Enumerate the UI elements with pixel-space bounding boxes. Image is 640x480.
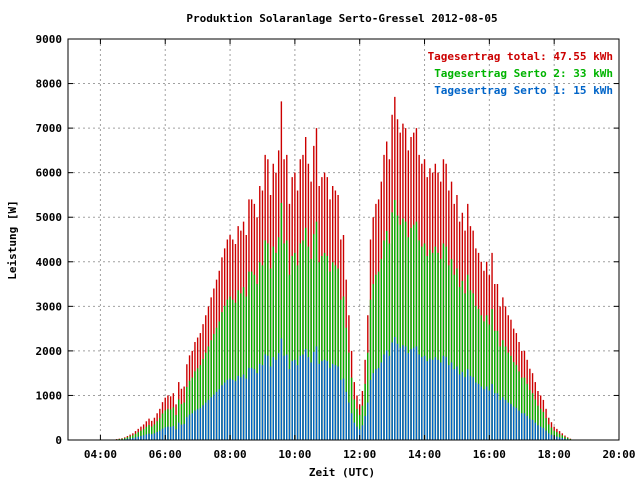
y-tick-label: 2000 [36, 345, 63, 358]
axis-ticks: 0 1000 2000 3000 4000 5000 6000 7000 8000 9000 04:… [36, 33, 636, 461]
x-tick-label: 04:00 [84, 448, 117, 461]
plot-frame [67, 38, 620, 441]
x-tick-label: 10:00 [278, 448, 311, 461]
y-tick-label: 9000 [36, 33, 63, 46]
bars-layer [115, 96, 574, 440]
y-tick-label: 7000 [36, 122, 63, 135]
x-tick-label: 14:00 [408, 448, 441, 461]
chart-title: Produktion Solaranlage Serto-Gressel 201… [186, 12, 497, 25]
legend: Tagesertrag total: 47.55 kWh Tagesertrag … [428, 50, 613, 97]
y-tick-label: 8000 [36, 78, 63, 91]
y-axis-label: Leistung [W] [6, 200, 19, 279]
y-tick-label: 6000 [36, 167, 63, 180]
x-tick-label: 12:00 [343, 448, 376, 461]
x-axis-label: Zeit (UTC) [309, 466, 375, 479]
x-tick-label: 06:00 [149, 448, 182, 461]
x-tick-label: 18:00 [538, 448, 571, 461]
x-tick-label: 08:00 [213, 448, 246, 461]
x-tick-label: 16:00 [473, 448, 506, 461]
y-tick-label: 3000 [36, 300, 63, 313]
y-tick-label: 4000 [36, 256, 63, 269]
legend-entry: Tagesertrag total: 47.55 kWh [428, 50, 613, 63]
y-tick-label: 0 [55, 434, 62, 447]
series-2 [115, 337, 574, 440]
x-tick-label: 20:00 [602, 448, 635, 461]
y-tick-label: 5000 [36, 211, 63, 224]
legend-entry: Tagesertrag Serto 2: 33 kWh [434, 67, 613, 80]
y-tick-label: 1000 [36, 389, 63, 402]
legend-entry: Tagesertrag Serto 1: 15 kWh [434, 84, 613, 97]
